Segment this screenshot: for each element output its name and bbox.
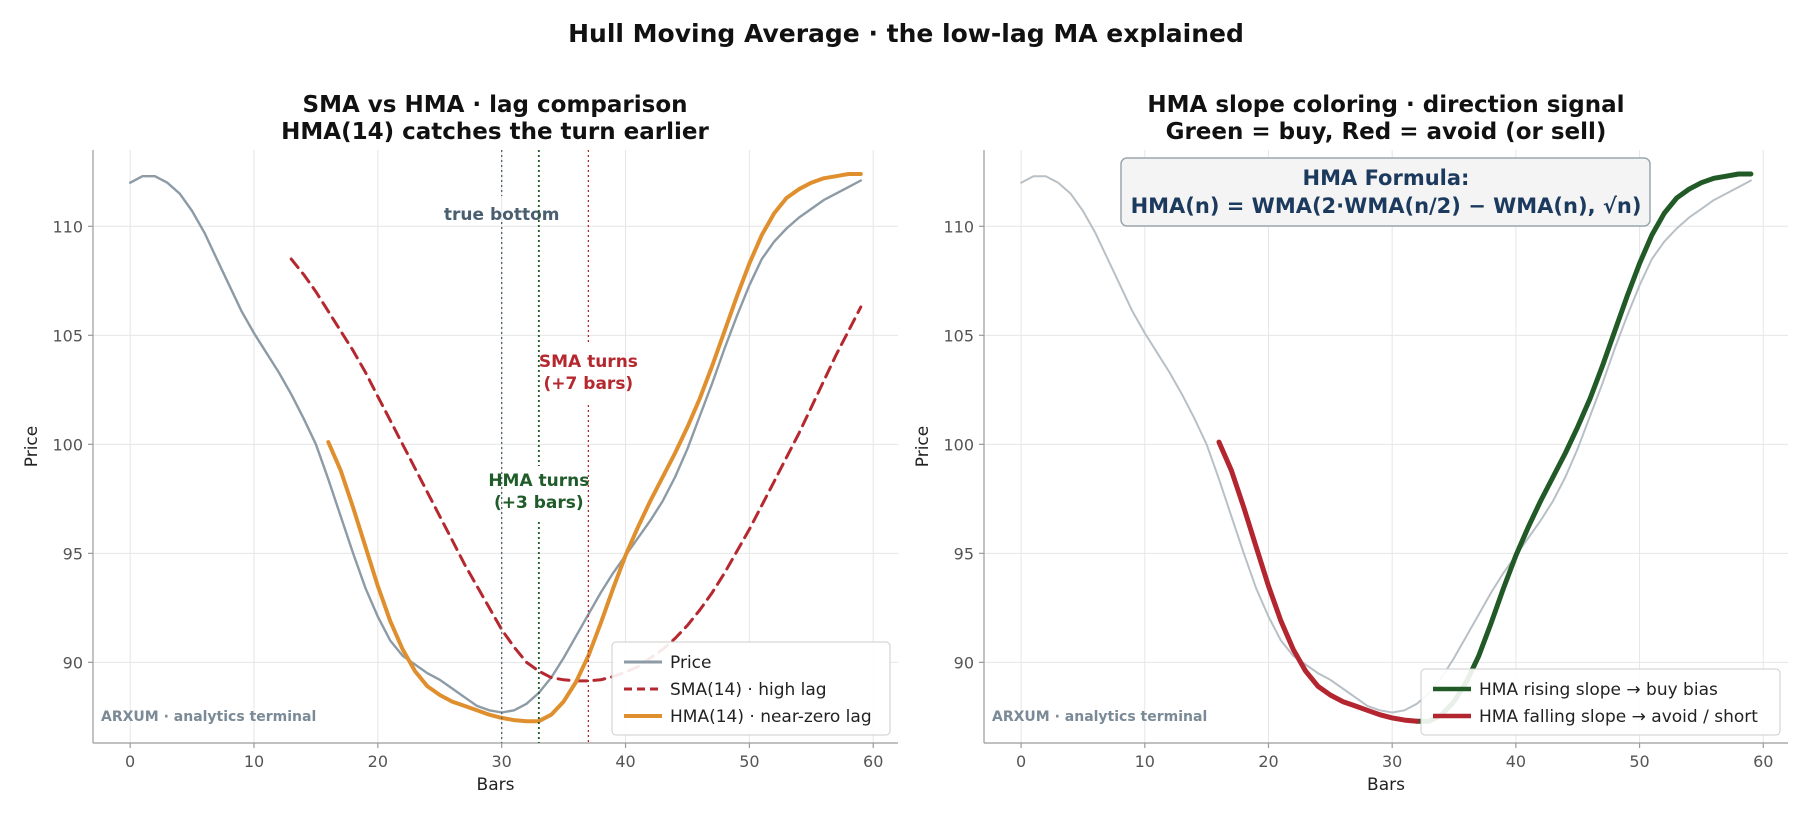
p0-x-tick-label-10: 10 bbox=[244, 752, 264, 771]
p0-x-tick-label-50: 50 bbox=[739, 752, 759, 771]
p1-x-tick-label-10: 10 bbox=[1135, 752, 1155, 771]
right-panel: HMA slope coloring · direction signalGre… bbox=[913, 92, 1788, 795]
p0-x-tick-label-30: 30 bbox=[492, 752, 512, 771]
figure-title: Hull Moving Average · the low-lag MA exp… bbox=[568, 19, 1244, 48]
p1-title-line-2: Green = buy, Red = avoid (or sell) bbox=[1166, 119, 1607, 145]
p0-legend bbox=[611, 641, 891, 736]
p0-y-tick-label-100: 100 bbox=[52, 435, 83, 454]
p0-x-tick-label-0: 0 bbox=[125, 752, 135, 771]
p1-y-tick-label-90: 90 bbox=[954, 653, 974, 672]
p0-title-line-2: HMA(14) catches the turn earlier bbox=[281, 119, 709, 145]
p0-title-line-1: SMA vs HMA · lag comparison bbox=[303, 92, 688, 118]
p0-annotation-text-1-1: (+3 bars) bbox=[494, 493, 584, 513]
p1-x-tick-label-50: 50 bbox=[1629, 752, 1649, 771]
p1-x-axis-label: Bars bbox=[1367, 775, 1405, 795]
p1-y-tick-label-100: 100 bbox=[943, 435, 974, 454]
p1-y-axis-label: Price bbox=[913, 426, 933, 467]
p1-watermark: ARXUM · analytics terminal bbox=[992, 709, 1207, 725]
p0-legend-label-price: Price bbox=[670, 653, 711, 673]
p0-annotation-text-0-0: true bottom bbox=[444, 205, 560, 225]
p0-annotation-text-2-0: SMA turns bbox=[539, 352, 638, 372]
p1-y-tick-label-95: 95 bbox=[954, 544, 974, 563]
p1-formula-box bbox=[1120, 157, 1651, 227]
p0-series-line-price bbox=[129, 175, 862, 714]
p0-legend-label-sma: SMA(14) · high lag bbox=[670, 680, 827, 700]
p1-series-line-rising bbox=[1414, 171, 1754, 724]
p0-annotation-text-2-1: (+7 bars) bbox=[544, 374, 634, 394]
p1-legend-label-rising: HMA rising slope → buy bias bbox=[1479, 680, 1718, 700]
p1-formula-text: HMA(n) = WMA(2·WMA(n/2) − WMA(n), √n) bbox=[1131, 194, 1642, 218]
p1-series-line-falling bbox=[1216, 439, 1420, 724]
p0-legend-label-hma: HMA(14) · near-zero lag bbox=[670, 707, 872, 727]
p1-x-tick-label-60: 60 bbox=[1753, 752, 1773, 771]
p1-x-tick-label-40: 40 bbox=[1506, 752, 1526, 771]
p0-x-tick-label-20: 20 bbox=[368, 752, 388, 771]
p0-series-line-hma bbox=[326, 172, 863, 724]
p0-series-line-sma bbox=[289, 257, 863, 683]
p0-x-tick-label-60: 60 bbox=[863, 752, 883, 771]
p1-y-tick-label-110: 110 bbox=[943, 217, 974, 236]
p0-annotation-text-1-0: HMA turns bbox=[488, 471, 589, 491]
p1-formula-title: HMA Formula: bbox=[1303, 166, 1470, 190]
p0-y-tick-label-105: 105 bbox=[52, 326, 83, 345]
p1-x-tick-label-30: 30 bbox=[1382, 752, 1402, 771]
p1-title-line-1: HMA slope coloring · direction signal bbox=[1147, 92, 1624, 118]
p0-x-axis-label: Bars bbox=[477, 775, 515, 795]
p1-x-tick-label-0: 0 bbox=[1016, 752, 1026, 771]
p0-y-tick-label-95: 95 bbox=[63, 544, 83, 563]
p1-series-line-price bbox=[1020, 175, 1752, 714]
p0-watermark: ARXUM · analytics terminal bbox=[101, 709, 316, 725]
p1-x-tick-label-20: 20 bbox=[1258, 752, 1278, 771]
p0-x-tick-label-40: 40 bbox=[615, 752, 635, 771]
p1-legend-label-falling: HMA falling slope → avoid / short bbox=[1479, 707, 1758, 727]
p1-y-tick-label-105: 105 bbox=[943, 326, 974, 345]
p1-legend bbox=[1420, 668, 1781, 736]
p0-y-axis-label: Price bbox=[22, 426, 42, 467]
p0-y-tick-label-110: 110 bbox=[52, 217, 83, 236]
p0-y-tick-label-90: 90 bbox=[63, 653, 83, 672]
